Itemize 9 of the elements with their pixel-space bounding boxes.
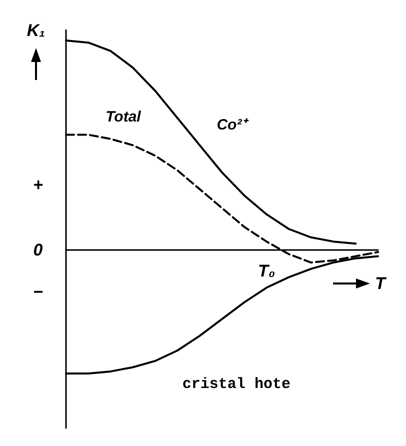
series-label: Co²⁺ [216,116,250,134]
text: + [33,176,44,195]
x-axis-title: T [375,274,387,293]
series-label: cristal hote [182,376,290,393]
y-axis-title: K₁ [26,21,46,40]
series-label: Total [106,108,142,126]
annotation: T₀ [258,262,276,281]
text: 0 [33,240,44,260]
text: − [33,282,44,302]
